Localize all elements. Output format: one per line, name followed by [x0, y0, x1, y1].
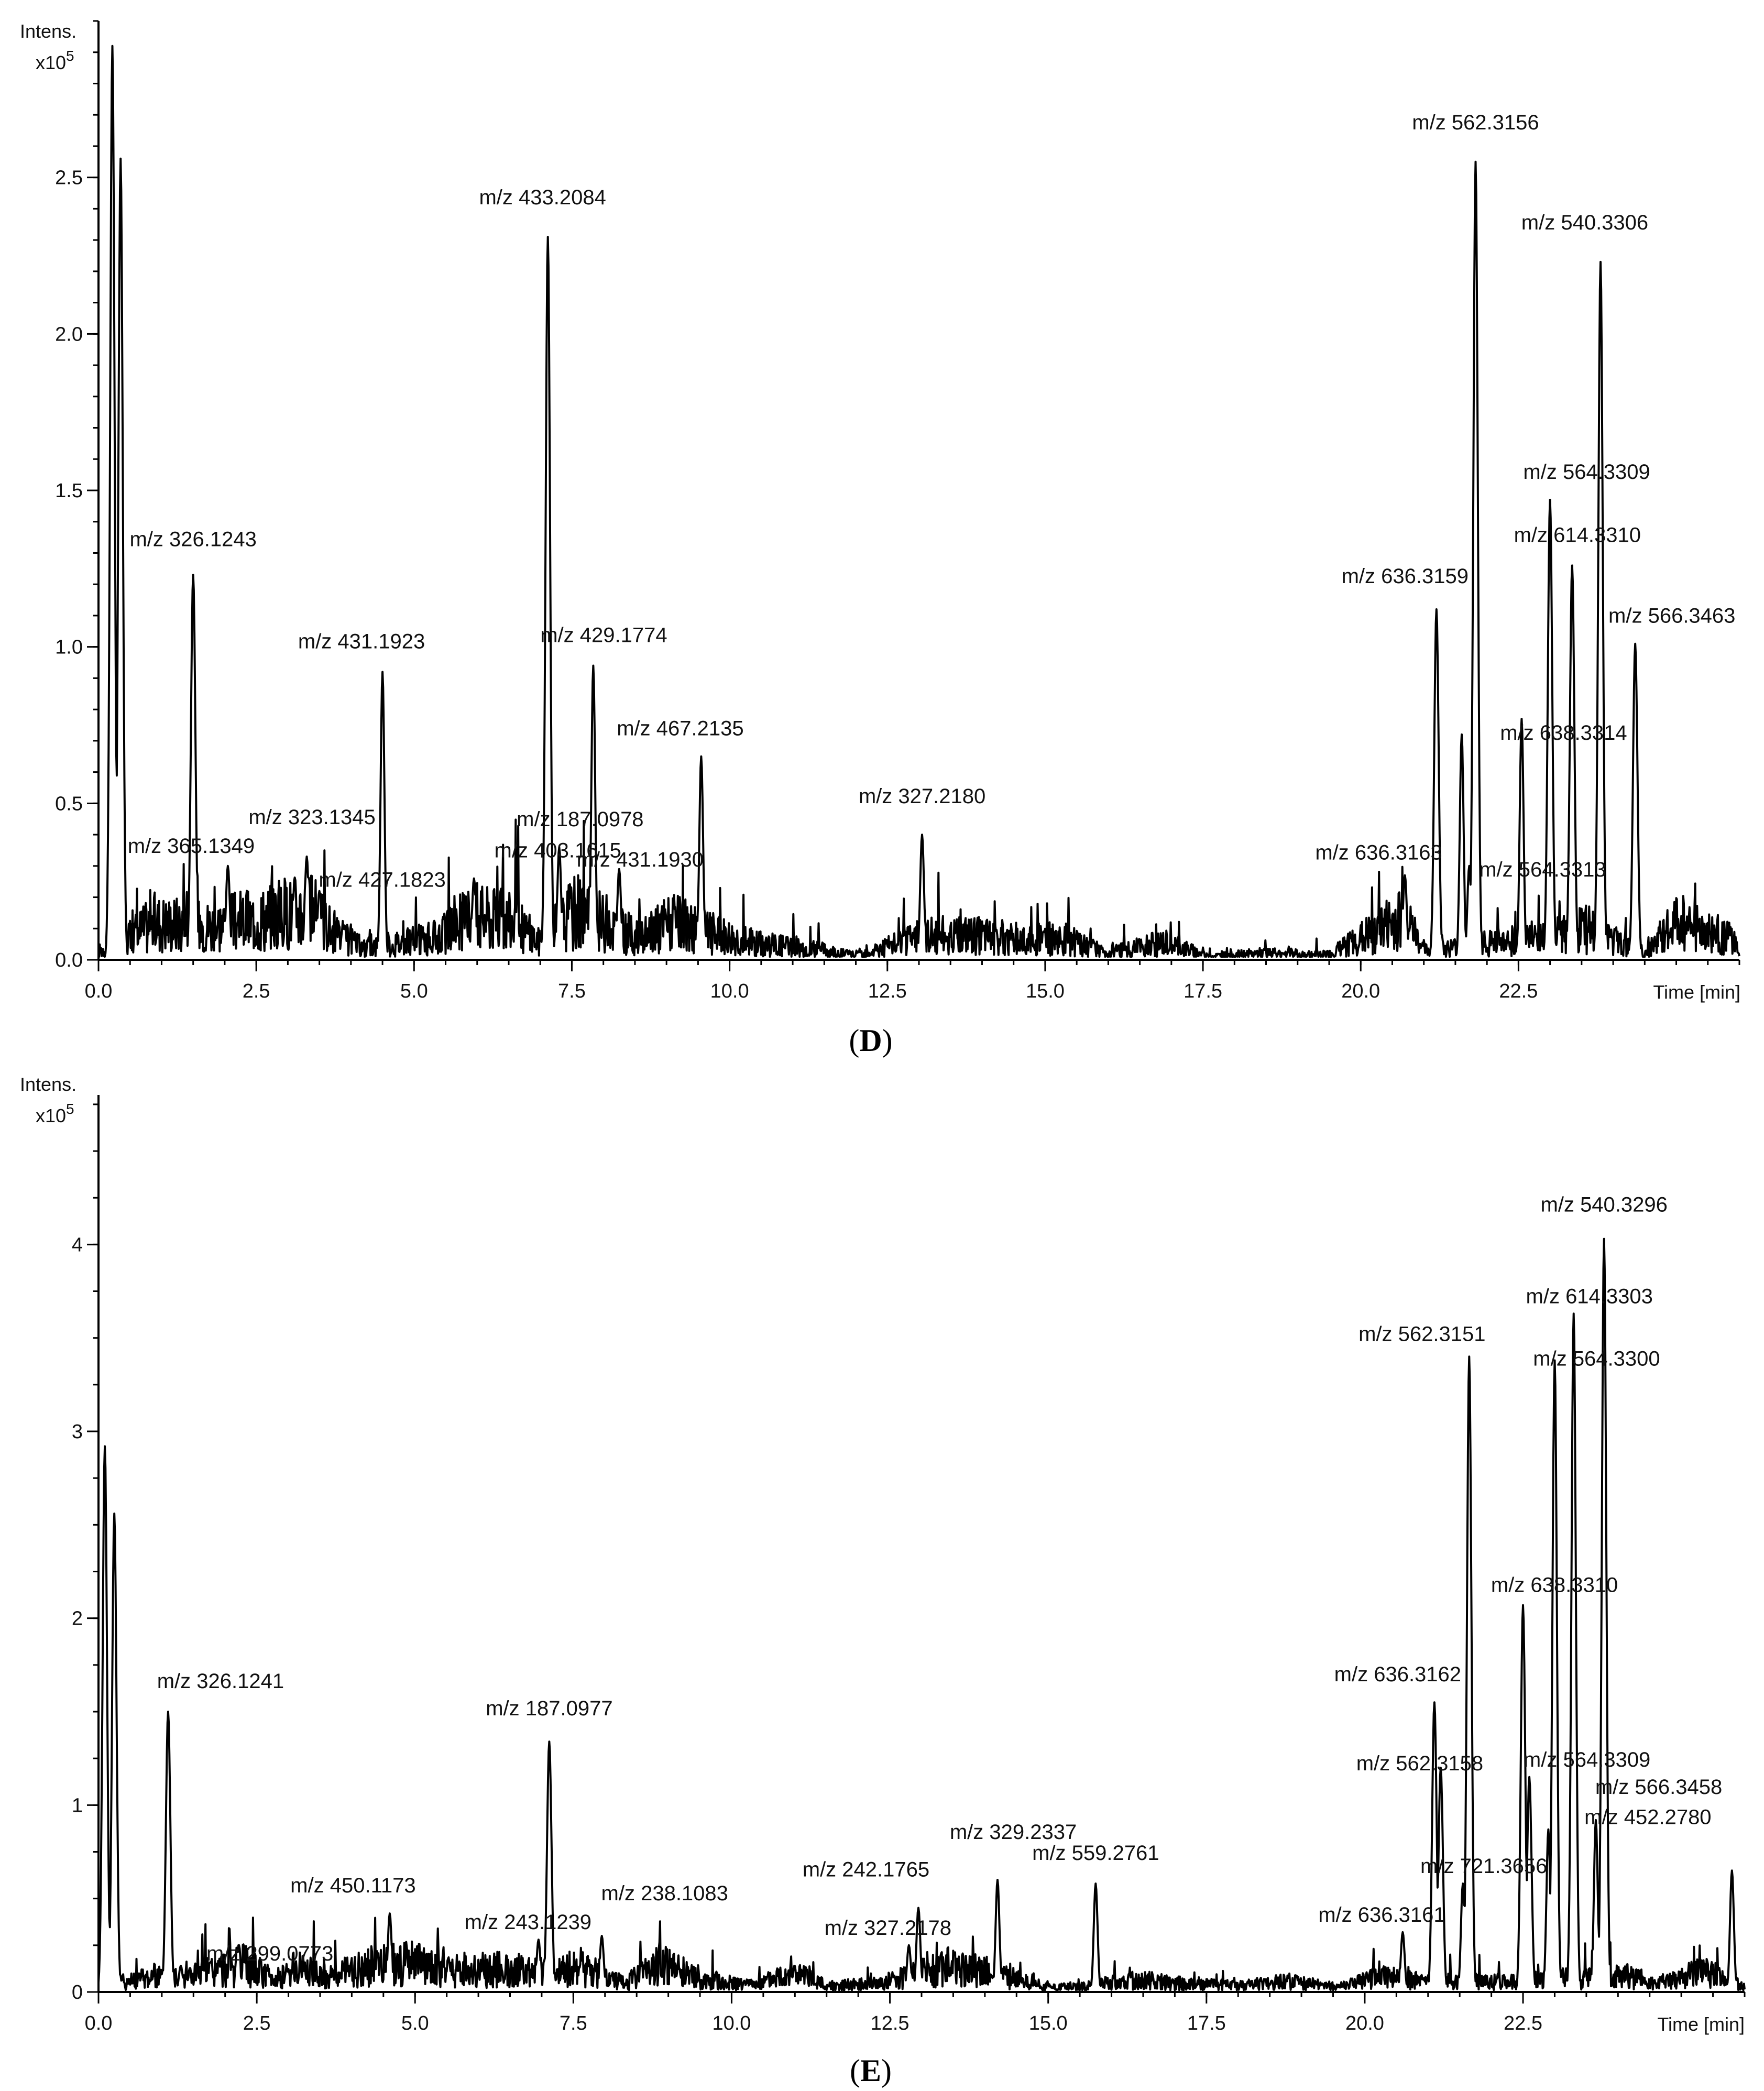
x-tick-label: 20.0	[1341, 980, 1380, 1002]
y-tick-label: 2.0	[55, 323, 83, 345]
panel-label-e: (E)	[850, 2053, 892, 2088]
peak-label: m/z 427.1823	[319, 869, 445, 892]
peak-label: m/z 564.3309	[1524, 1748, 1650, 1771]
y-scale-label: x105	[36, 1101, 74, 1126]
peak-label: m/z 242.1765	[803, 1858, 929, 1881]
peak-label: m/z 431.1923	[298, 630, 425, 653]
y-scale-exponent: 5	[66, 1101, 74, 1117]
y-tick-label: 0.0	[55, 949, 83, 971]
peak-label: m/z 564.3300	[1533, 1347, 1660, 1370]
y-tick-group: 0 1 2 3 4	[72, 1234, 98, 2004]
x-tick-group: 0.0 2.5 5.0 7.5 10.0 12.5 15.0 17.5 20.0 22.5	[85, 1992, 1542, 2034]
y-tick-group: 0.0 0.5 1.0 1.5 2.0 2.5	[55, 167, 98, 971]
peak-label: m/z 566.3463	[1608, 605, 1735, 628]
peak-label-group: m/z 326.1243 m/z 365.1349 m/z 323.1345 m/z …	[128, 111, 1736, 892]
peak-label: m/z 327.2180	[859, 785, 985, 808]
x-tick-label: 0.0	[85, 2012, 113, 2034]
x-tick-label: 22.5	[1499, 980, 1538, 1002]
peak-label: m/z 636.3163	[1315, 841, 1442, 864]
x-tick-label: 20.0	[1345, 2012, 1384, 2034]
x-tick-group: 0.0 2.5 5.0 7.5 10.0 12.5 15.0 17.5 20.0 22.5	[85, 960, 1538, 1002]
x-tick-label: 10.0	[712, 2012, 751, 2034]
y-tick-label: 3	[72, 1421, 83, 1443]
x-tick-label: 15.0	[1029, 2012, 1068, 2034]
peak-label: m/z 431.1930	[577, 848, 704, 871]
y-tick-label: 1.0	[55, 637, 83, 659]
peak-label: m/z 433.2084	[479, 186, 606, 209]
x-axis-label: Time [min]	[1657, 2013, 1745, 2035]
y-tick-label: 0	[72, 1981, 83, 2004]
peak-label: m/z 614.3303	[1526, 1285, 1653, 1308]
peak-label: m/z 403.1615	[495, 839, 621, 862]
y-scale-prefix: x10	[36, 1105, 66, 1126]
x-tick-label: 17.5	[1184, 980, 1222, 1002]
peak-label: m/z 326.1243	[129, 528, 256, 551]
peak-label: m/z 540.3306	[1521, 211, 1648, 234]
y-tick-label: 1	[72, 1794, 83, 1816]
x-tick-label: 10.0	[710, 980, 749, 1002]
peak-label: m/z 329.2337	[950, 1821, 1077, 1844]
y-scale-prefix: x10	[36, 52, 66, 73]
peak-label: m/z 429.1774	[540, 624, 667, 647]
peak-label: m/z 327.2178	[825, 1917, 951, 1940]
y-tick-label: 2	[72, 1608, 83, 1630]
panel-label-d: (D)	[849, 1023, 892, 1058]
y-scale-exponent: 5	[66, 48, 74, 64]
x-tick-label: 5.0	[401, 2012, 429, 2034]
y-tick-label: 2.5	[55, 167, 83, 189]
y-unit-label: Intens.	[20, 1074, 76, 1095]
peak-label: m/z 450.1173	[290, 1874, 415, 1897]
chromatogram-trace	[97, 1238, 1746, 1991]
peak-label: m/z 564.3309	[1523, 461, 1650, 484]
y-scale-label: x105	[36, 48, 74, 73]
chart-panel-d: 0.0 0.5 1.0 1.5 2.0 2.5 0.0 2.5 5.0 7.5 10.0 12.5 1…	[20, 20, 1740, 1058]
peak-label: m/z 562.3151	[1358, 1322, 1485, 1345]
x-tick-label: 0.0	[85, 980, 113, 1002]
peak-label: m/z 326.1241	[157, 1670, 284, 1693]
peak-label: m/z 187.0978	[517, 808, 643, 831]
x-tick-label: 12.5	[868, 980, 907, 1002]
peak-label: m/z 452.2780	[1584, 1806, 1711, 1829]
chromatogram-trace	[97, 45, 1740, 958]
peak-label: m/z 636.3162	[1334, 1663, 1461, 1686]
peak-label: m/z 323.1345	[248, 806, 375, 829]
x-tick-label: 22.5	[1504, 2012, 1542, 2034]
x-tick-label: 15.0	[1026, 980, 1065, 1002]
peak-label: m/z 299.0773	[206, 1942, 333, 1965]
peak-label: m/z 540.3296	[1541, 1194, 1668, 1217]
peak-label: m/z 636.3161	[1318, 1903, 1445, 1926]
peak-label: m/z 562.3156	[1412, 111, 1539, 134]
y-unit-label: Intens.	[20, 20, 76, 42]
x-tick-label: 2.5	[243, 980, 270, 1002]
peak-label-group: m/z 326.1241 m/z 299.0773 m/z 450.1173 m/z …	[157, 1194, 1722, 1965]
x-tick-label: 7.5	[558, 980, 586, 1002]
peak-label: m/z 562.3158	[1356, 1752, 1483, 1775]
x-tick-label: 17.5	[1187, 2012, 1226, 2034]
peak-label: m/z 187.0977	[486, 1697, 612, 1720]
peak-label: m/z 721.3656	[1420, 1855, 1547, 1878]
x-tick-label: 5.0	[400, 980, 428, 1002]
y-tick-label: 1.5	[55, 480, 83, 502]
peak-label: m/z 564.3313	[1479, 858, 1606, 881]
peak-label: m/z 636.3159	[1342, 565, 1469, 588]
x-tick-label: 2.5	[243, 2012, 271, 2034]
x-tick-label: 7.5	[560, 2012, 587, 2034]
x-tick-label: 12.5	[871, 2012, 910, 2034]
y-tick-label: 4	[72, 1234, 83, 1256]
peak-label: m/z 243.1239	[465, 1911, 591, 1934]
chart-panel-e: 0 1 2 3 4 0.0 2.5 5.0 7.5 10.0 12.5 15.0 17.5 20.0 22…	[20, 1074, 1746, 2088]
peak-label: m/z 638.3310	[1491, 1574, 1618, 1597]
peak-label: m/z 467.2135	[617, 717, 743, 740]
peak-label: m/z 566.3458	[1595, 1776, 1722, 1799]
y-tick-label: 0.5	[55, 793, 83, 815]
peak-label: m/z 365.1349	[128, 835, 255, 858]
peak-label: m/z 238.1083	[601, 1882, 728, 1905]
x-axis-label: Time [min]	[1653, 981, 1740, 1003]
peak-label: m/z 614.3310	[1514, 523, 1641, 546]
peak-label: m/z 559.2761	[1032, 1842, 1159, 1865]
peak-label: m/z 638.3314	[1500, 721, 1627, 745]
